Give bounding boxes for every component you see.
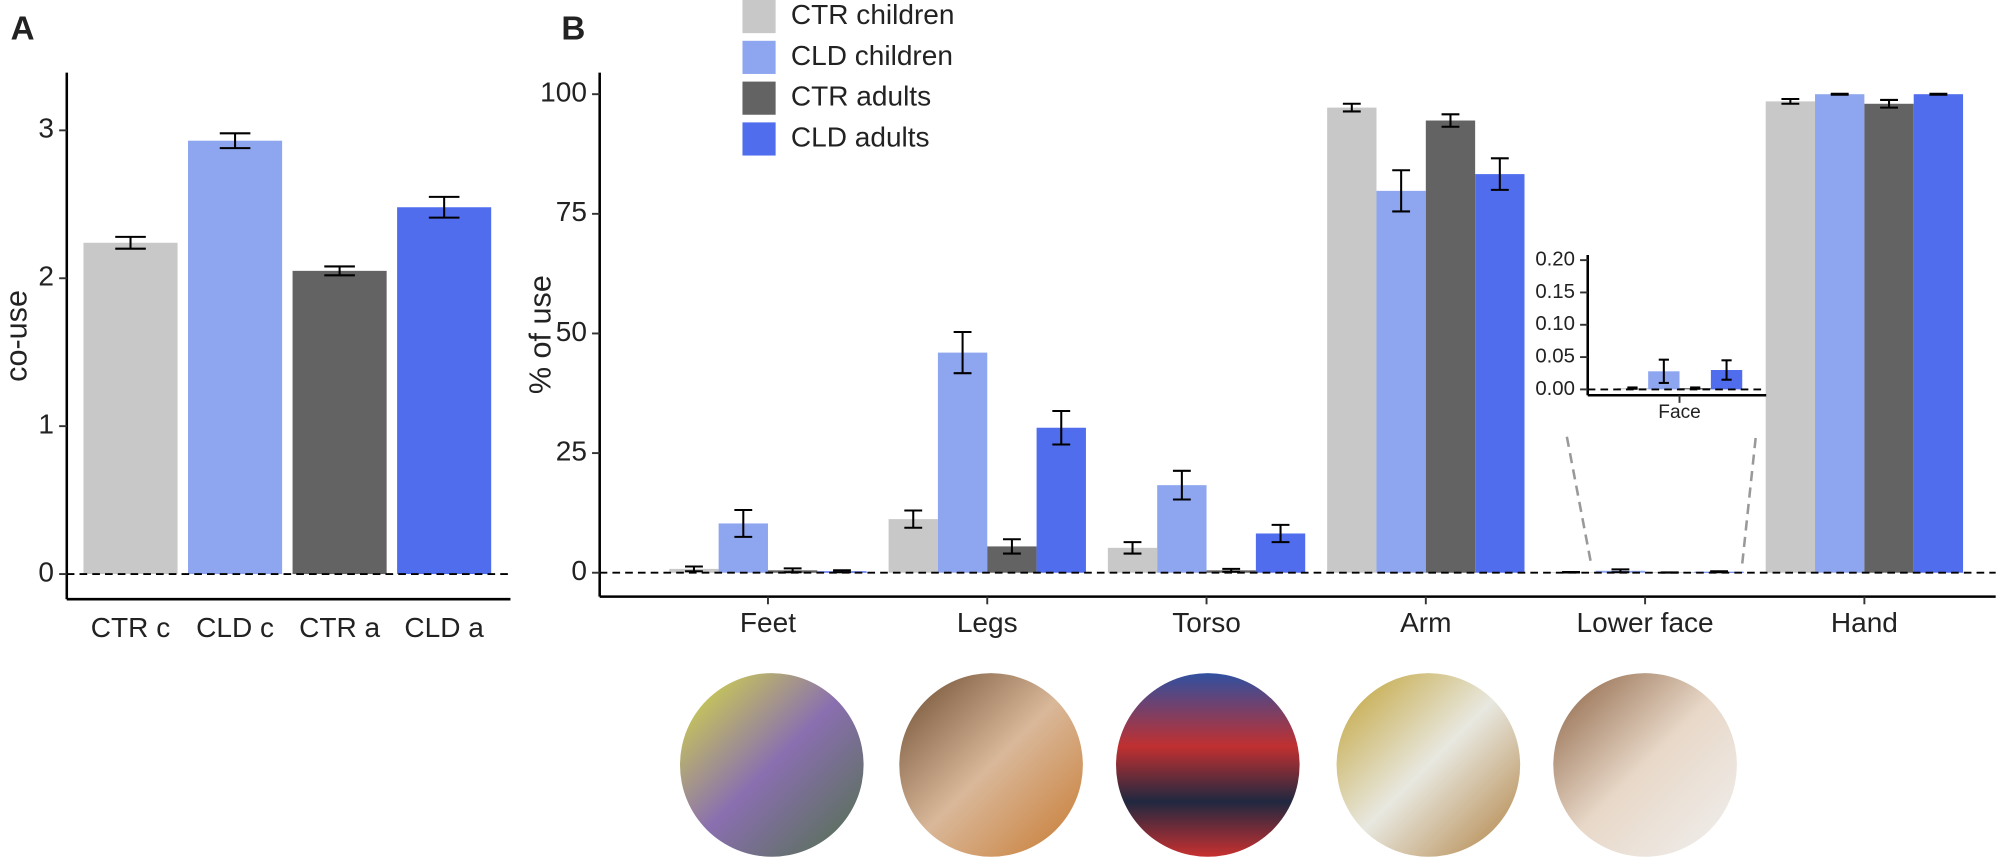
bar bbox=[1425, 120, 1476, 573]
photo-legs bbox=[899, 673, 1083, 857]
bar bbox=[188, 140, 283, 575]
bar bbox=[1036, 427, 1086, 573]
error-bar bbox=[115, 235, 146, 250]
x-tick-label: Feet bbox=[740, 607, 796, 638]
error-bar bbox=[1929, 92, 1948, 96]
photo-feet bbox=[680, 673, 864, 857]
error-bar bbox=[324, 265, 355, 277]
x-tick-label: Lower face bbox=[1577, 607, 1714, 638]
error-bar bbox=[428, 195, 460, 219]
error-bar bbox=[1002, 538, 1021, 555]
y-tick-label: 0.05 bbox=[1535, 345, 1575, 367]
error-bar bbox=[1123, 541, 1142, 555]
legend-swatch bbox=[742, 0, 776, 34]
y-tick-label: 0.20 bbox=[1535, 249, 1575, 271]
y-tick-label: 50 bbox=[556, 316, 587, 347]
photo-face bbox=[1553, 673, 1737, 857]
bar bbox=[1913, 94, 1964, 573]
bar bbox=[397, 207, 492, 575]
error-bar bbox=[1490, 157, 1509, 191]
y-axis-label: % of use bbox=[523, 275, 557, 394]
bar bbox=[292, 270, 387, 575]
photos bbox=[680, 673, 1737, 857]
error-bar bbox=[1392, 169, 1411, 213]
y-tick-label: 75 bbox=[556, 196, 587, 227]
legend-label: CLD children bbox=[791, 40, 953, 71]
legend-label: CTR adults bbox=[791, 81, 931, 112]
x-tick-label: Arm bbox=[1400, 607, 1451, 638]
y-tick-label: 0.15 bbox=[1535, 281, 1575, 303]
error-bar bbox=[1880, 98, 1898, 109]
y-tick-label: 2 bbox=[38, 261, 54, 292]
error-bar bbox=[904, 509, 923, 529]
error-bar bbox=[1830, 92, 1849, 96]
y-tick-label: 0.00 bbox=[1535, 378, 1575, 400]
x-tick-label: CTR a bbox=[299, 612, 380, 643]
y-tick-label: 25 bbox=[556, 435, 587, 466]
panel-label: B bbox=[561, 10, 585, 47]
y-tick-label: 100 bbox=[540, 77, 587, 108]
y-tick-label: 1 bbox=[38, 409, 54, 440]
legend-label: CTR children bbox=[791, 0, 955, 30]
x-tick-label: Torso bbox=[1172, 607, 1241, 638]
bar bbox=[1765, 101, 1816, 573]
error-bar bbox=[1342, 102, 1361, 113]
bar bbox=[1376, 190, 1426, 573]
x-tick-label: Hand bbox=[1831, 607, 1898, 638]
x-tick-label: Face bbox=[1658, 402, 1700, 423]
x-tick-label: Legs bbox=[957, 607, 1018, 638]
bar bbox=[1815, 94, 1865, 573]
y-tick-label: 0 bbox=[38, 556, 54, 587]
error-bar bbox=[1781, 97, 1800, 105]
y-tick-label: 0.10 bbox=[1535, 313, 1575, 335]
bar bbox=[83, 242, 178, 575]
x-tick-label: CTR c bbox=[91, 612, 170, 643]
error-bar bbox=[1172, 469, 1191, 501]
photo-torso bbox=[1116, 673, 1300, 857]
legend-swatch bbox=[742, 81, 776, 115]
bar bbox=[1864, 103, 1914, 573]
error-bar bbox=[1271, 523, 1290, 544]
legend-swatch bbox=[742, 40, 776, 74]
y-axis-label: co-use bbox=[0, 290, 33, 382]
panel-label: A bbox=[11, 10, 35, 47]
error-bar bbox=[953, 331, 972, 375]
x-tick-label: CLD a bbox=[404, 612, 484, 643]
error-bar bbox=[734, 509, 753, 538]
bar bbox=[937, 352, 988, 573]
error-bar bbox=[219, 132, 251, 150]
error-bar bbox=[685, 565, 703, 573]
legend-swatch bbox=[742, 122, 776, 156]
error-bar bbox=[1721, 359, 1732, 381]
error-bar bbox=[1658, 358, 1669, 384]
error-bar bbox=[1222, 567, 1241, 573]
error-bar bbox=[1441, 113, 1460, 128]
legend-label: CLD adults bbox=[791, 121, 930, 152]
y-tick-label: 3 bbox=[38, 113, 54, 144]
error-bar bbox=[1052, 409, 1071, 446]
bar bbox=[1327, 107, 1377, 573]
x-tick-label: CLD c bbox=[196, 612, 274, 643]
inset-background bbox=[1530, 242, 1786, 434]
photo-arm bbox=[1336, 673, 1521, 857]
error-bar bbox=[783, 567, 802, 574]
y-tick-label: 0 bbox=[571, 555, 587, 586]
bar bbox=[1475, 174, 1525, 573]
